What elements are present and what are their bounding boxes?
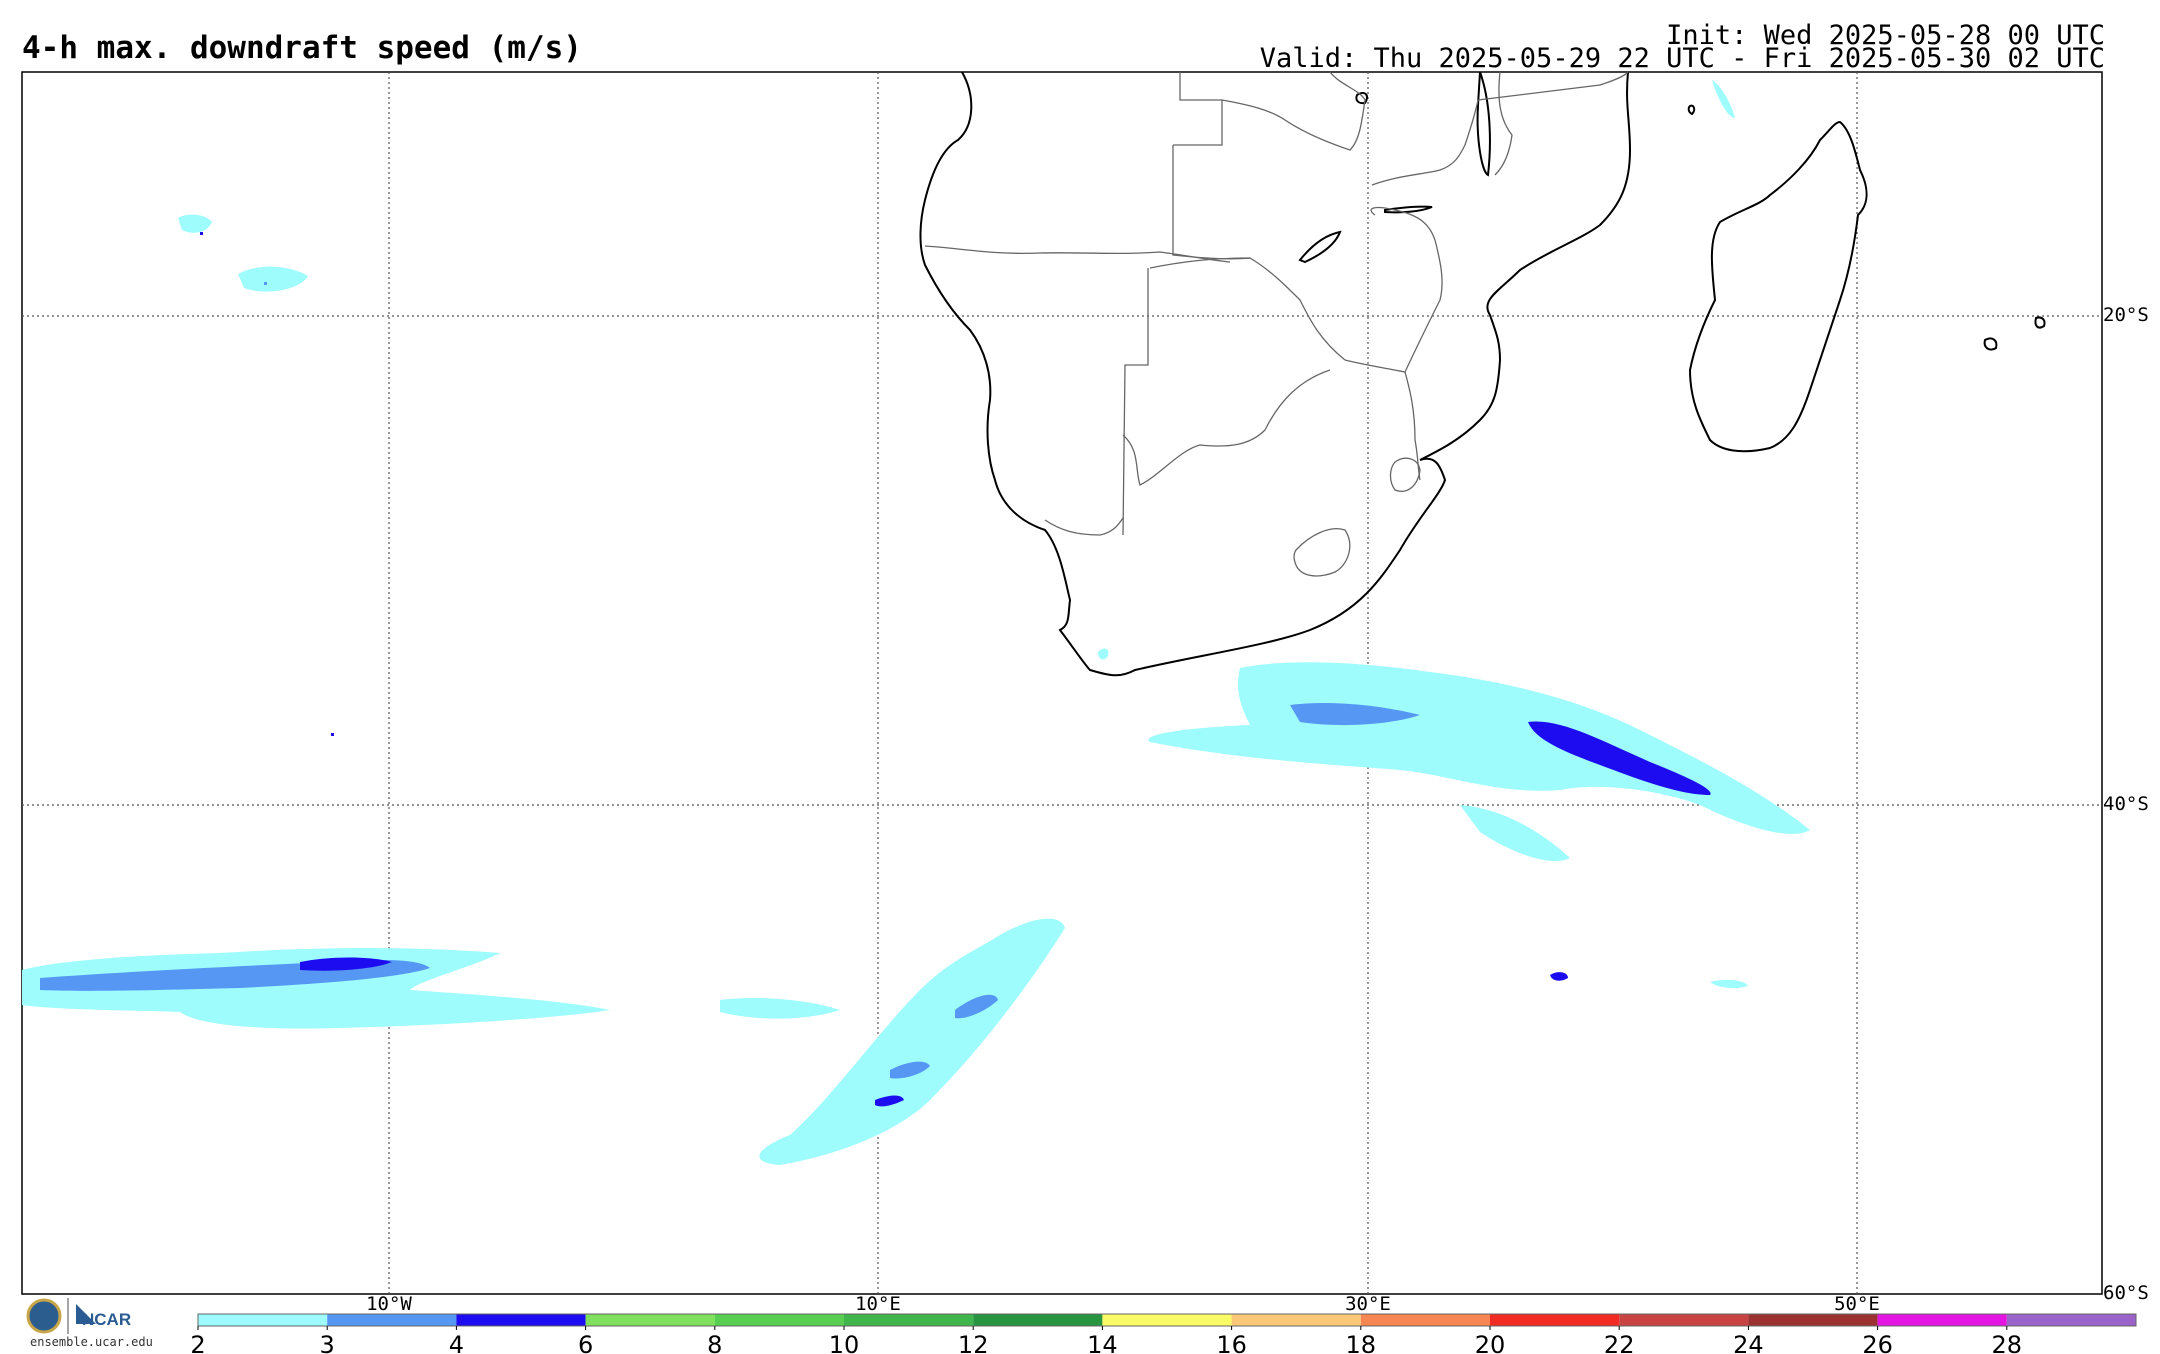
lon-label-50e: 50°E [1834,1293,1880,1315]
colorbar-tick-label: 20 [1475,1331,1506,1354]
colorbar-swatch [1231,1314,1361,1326]
madagascar-coastline [1688,120,1868,453]
colorbar-ticks: 2 3 4 6 8 10 12 14 16 18 20 22 24 26 28 [190,1326,2022,1354]
reunion-coastline [2034,316,2046,329]
band-southeast-tail [1460,805,1570,862]
colorbar-tick-label: 2 [190,1331,205,1354]
border-namibia-botswana [1122,268,1149,536]
coastlines [919,71,2046,677]
speck-southeast-1 [1550,972,1568,981]
lake-cahora-bassa [1384,205,1433,214]
band-central-core-1 [890,1061,930,1079]
ncar-wordmark: NCAR [82,1310,131,1329]
comoros-coastline [1687,104,1696,116]
colorbar-swatch [973,1314,1103,1326]
speck-southeast-2 [1710,979,1748,989]
border-zambia-south [1172,145,1251,260]
colorbar-swatch [1490,1314,1620,1326]
border-malawi-mozambique [1371,99,1479,186]
colorbar-swatch [1748,1314,1878,1326]
colorbar-tick-label: 16 [1216,1331,1247,1354]
band-west-core [300,957,392,971]
colorbar-swatch [456,1314,586,1326]
colorbar-frame [197,1313,2137,1327]
border-mozambique-tanzania [1477,71,1629,101]
nsf-ncar-logo: NCAR [26,1298,131,1334]
colorbar-tick-label: 10 [829,1331,860,1354]
africa-coastline [919,71,1632,677]
colorbar-swatch [1877,1314,2007,1326]
colorbar-tick-label: 3 [320,1331,335,1354]
lon-label-10e: 10°E [855,1293,901,1315]
lat-label-40s: 40°S [2103,793,2149,815]
speck-nw-1 [178,214,212,233]
colorbar-tick-label: 6 [578,1331,593,1354]
border-botswana-zimbabwe [1149,257,1346,361]
colorbar-swatch [327,1314,457,1326]
colorbar-tick-label: 18 [1346,1331,1377,1354]
border-lesotho [1293,528,1351,577]
lat-label-20s: 20°S [2103,304,2149,326]
colorbar-tick-label: 12 [958,1331,989,1354]
speck-mid-west [331,733,334,736]
ensemble-url: ensemble.ucar.edu [30,1335,153,1349]
band-central-core-2 [955,994,998,1019]
border-namibia-south-africa [1044,517,1124,536]
country-borders [924,71,1629,577]
colorbar-swatch [2006,1314,2136,1326]
colorbar-swatch [844,1314,974,1326]
border-botswana-south-africa [1122,369,1331,486]
speck-east-coast [1712,80,1735,118]
mauritius-coastline [1983,337,1998,351]
lon-label-30e: 30°E [1345,1293,1391,1315]
border-mozambique-south-africa [1404,371,1421,481]
border-eswatini [1389,457,1421,492]
colorbar-swatch [714,1314,844,1326]
band-southeast-core [1528,721,1711,795]
band-southeast-mid [1290,703,1420,726]
band-central-light [759,918,1065,1165]
lat-label-60s: 60°S [2103,1282,2149,1304]
speck-cape-town [1098,648,1109,660]
colorbar-tick-label: 8 [707,1331,722,1354]
lake-kariba [1298,230,1342,264]
colorbar-tick-label: 28 [1992,1331,2023,1354]
axis-labels: 10°W 10°E 30°E 50°E 20°S 40°S 60°S [366,304,2149,1315]
colorbar-tick-label: 14 [1087,1331,1118,1354]
colorbar-swatches [197,1313,2137,1327]
ncar-mark-icon [76,1304,96,1324]
map-title: 4-h max. downdraft speed (m/s) [22,30,582,66]
colorbar-tick-label: 4 [449,1331,464,1354]
speck-nw-4 [264,282,267,285]
colorbar-swatch [1102,1314,1232,1326]
border-zambia-north [1221,71,1366,151]
init-time: Init: Wed 2025-05-28 00 UTC [1666,20,2105,51]
downdraft-field [22,80,1810,1165]
colorbar-tick-label: 24 [1733,1331,1764,1354]
band-west-light [22,948,610,1029]
band-central-core-3 [875,1095,904,1107]
colorbar-tick-label: 26 [1862,1331,1893,1354]
map-frame [21,71,2103,1295]
band-central-fringe [720,998,840,1019]
border-zimbabwe-mozambique [1344,206,1443,373]
nsf-seal-icon [26,1298,62,1334]
speck-nw-2 [238,266,308,292]
valid-time: Valid: Thu 2025-05-29 22 UTC - Fri 2025-… [1259,43,2105,74]
colorbar-swatch [585,1314,715,1326]
colorbar-swatch [1619,1314,1749,1326]
colorbar-swatch [1360,1314,1490,1326]
colorbar-tick-label: 22 [1604,1331,1635,1354]
speck-nw-3 [200,232,203,235]
lon-label-10w: 10°W [366,1293,412,1315]
colorbar-swatch [198,1314,328,1326]
border-malawi-east [1494,71,1513,176]
